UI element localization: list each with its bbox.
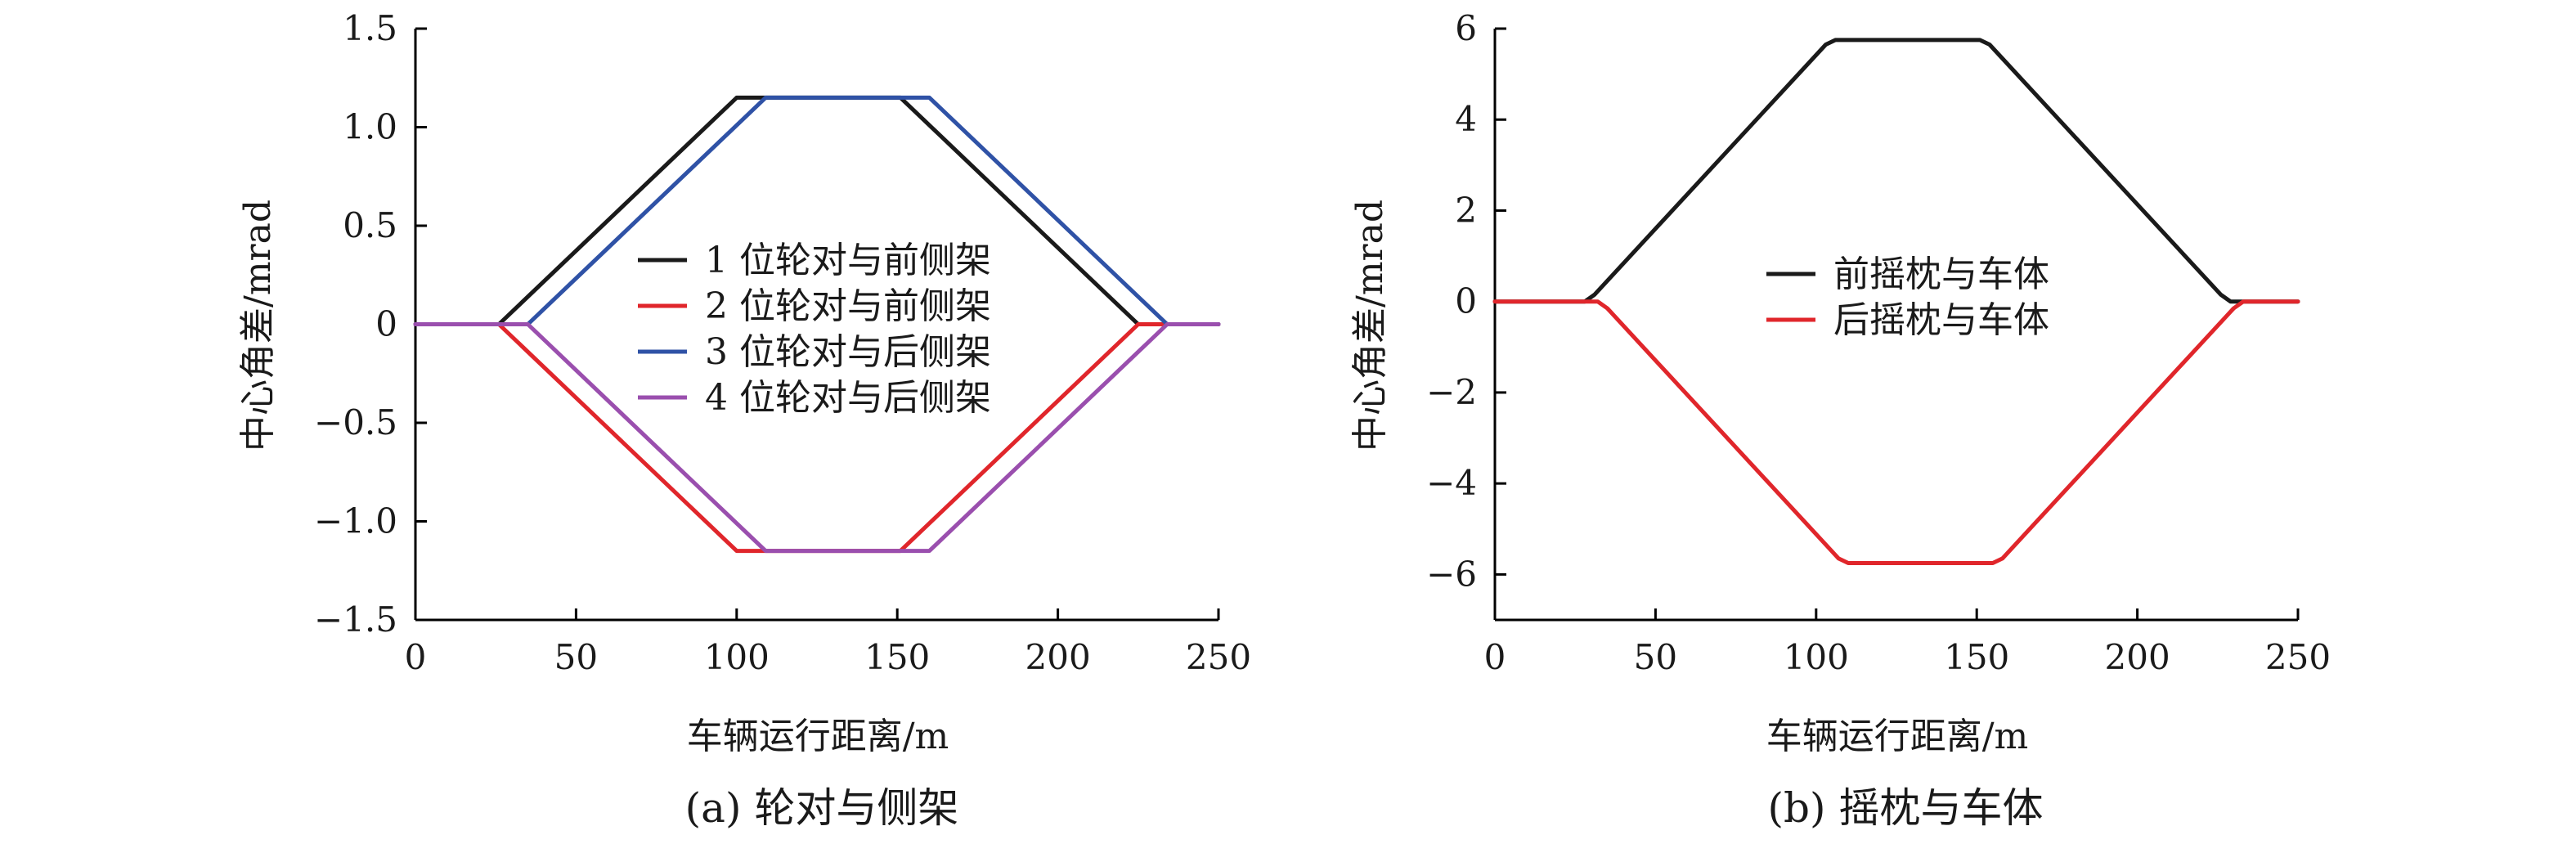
caption-b: (b) 摇枕与车体: [1768, 784, 2044, 832]
legend-label-b-2: 后摇枕与车体: [1833, 299, 2049, 341]
series-line-b-1: [1492, 38, 2300, 304]
caption-a: (a) 轮对与侧架: [685, 784, 959, 832]
y-tick-label-b: −6: [1426, 554, 1477, 594]
x-tick-label-b: 250: [2265, 637, 2331, 677]
y-tick-label-b: −4: [1426, 463, 1477, 503]
x-tick-label-b: 200: [2105, 637, 2170, 677]
legend-label-b-1: 前摇枕与车体: [1833, 254, 2049, 295]
x-tick-label-a: 0: [405, 637, 427, 677]
y-tick-label-a: 0.5: [343, 205, 397, 245]
y-tick-label-a: −1.0: [314, 501, 397, 541]
x-tick-label-b: 100: [1784, 637, 1849, 677]
series-line-a-4: [413, 322, 1221, 554]
y-tick-label-b: −2: [1426, 372, 1477, 412]
y-tick-label-a: 1.5: [343, 8, 397, 48]
y-tick-label-b: 6: [1455, 8, 1477, 48]
x-tick-label-b: 150: [1944, 637, 2009, 677]
series-line-b-2: [1492, 299, 2300, 565]
y-tick-label-a: −0.5: [314, 402, 397, 442]
x-axis-title-b: 车辆运行距离/m: [1766, 716, 2029, 757]
legend-label-a-4: 4 位轮对与后侧架: [705, 377, 991, 419]
y-tick-label-a: 1.0: [343, 107, 397, 147]
y-axis-title-b: 中心角差/mrad: [1349, 200, 1391, 451]
y-tick-label-b: 2: [1455, 190, 1477, 230]
legend-label-a-2: 2 位轮对与前侧架: [705, 285, 991, 327]
y-tick-label-b: 0: [1455, 281, 1477, 321]
x-tick-label-b: 50: [1634, 637, 1677, 677]
plot-area-a: 0 50 100 150 200 250 1.5 1.0 0.5 0 −0.5 −1.0 −1.5 1 位…: [314, 8, 1251, 677]
x-tick-label-a: 100: [704, 637, 770, 677]
y-tick-label-a: 0: [375, 304, 397, 344]
y-axis-title-a: 中心角差/mrad: [237, 200, 279, 451]
x-tick-label-b: 0: [1484, 637, 1506, 677]
legend-label-a-1: 1 位轮对与前侧架: [705, 240, 991, 281]
legend-label-a-3: 3 位轮对与后侧架: [705, 331, 991, 373]
x-tick-label-a: 250: [1186, 637, 1251, 677]
x-tick-label-a: 50: [554, 637, 598, 677]
x-tick-label-a: 150: [864, 637, 930, 677]
x-tick-label-a: 200: [1025, 637, 1091, 677]
y-tick-label-a: −1.5: [314, 599, 397, 640]
y-tick-label-b: 4: [1455, 99, 1477, 139]
x-axis-title-a: 车辆运行距离/m: [687, 716, 949, 757]
chart-panel-a: 0 50 100 150 200 250 1.5 1.0 0.5 0 −0.5 −1.0 −1.5 1 位…: [237, 8, 1251, 832]
